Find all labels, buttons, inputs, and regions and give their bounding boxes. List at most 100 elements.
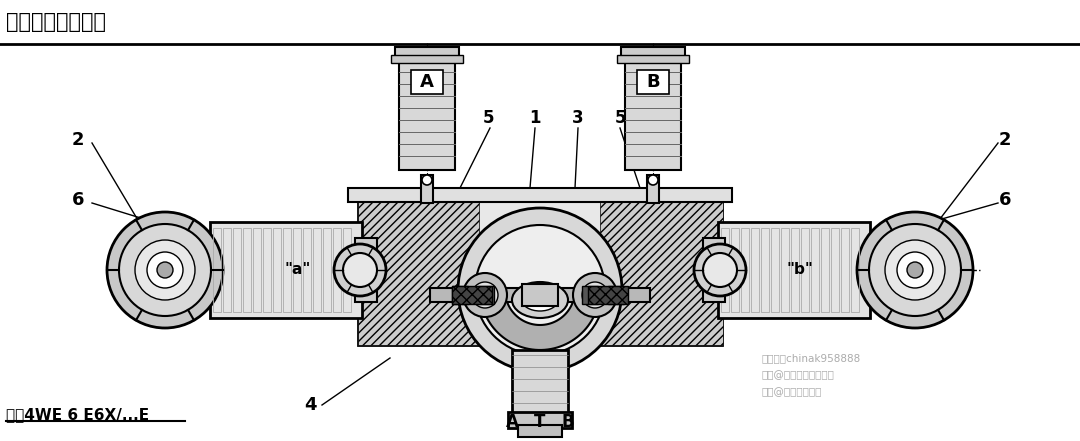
Bar (264, 228, 271, 312)
Circle shape (475, 225, 605, 355)
Bar (518, 425, 562, 437)
Text: 5: 5 (615, 109, 625, 127)
Text: 头条@川哥工控界自媒体: 头条@川哥工控界自媒体 (762, 370, 835, 380)
Text: 3: 3 (572, 109, 584, 127)
Polygon shape (480, 290, 600, 350)
Circle shape (582, 282, 608, 308)
Bar (508, 412, 572, 428)
Bar (522, 284, 558, 306)
Text: B: B (562, 413, 575, 431)
Bar (637, 70, 669, 94)
Bar (213, 228, 221, 312)
Bar (608, 286, 624, 304)
Text: T: T (535, 413, 545, 431)
Bar (625, 55, 681, 170)
Circle shape (107, 212, 222, 328)
Circle shape (648, 175, 658, 185)
Bar (283, 228, 291, 312)
Bar (718, 222, 870, 318)
Bar (731, 228, 739, 312)
Bar (348, 188, 732, 202)
Text: 微信号：chinak958888: 微信号：chinak958888 (762, 353, 861, 363)
Bar (582, 286, 598, 304)
Bar (303, 228, 311, 312)
Bar (253, 228, 261, 312)
Text: 型号4WE 6 E6X/...E: 型号4WE 6 E6X/...E (6, 407, 149, 422)
Circle shape (157, 262, 173, 278)
Bar (411, 70, 443, 94)
Text: 2: 2 (999, 131, 1011, 149)
Circle shape (869, 224, 961, 316)
Text: 2: 2 (71, 131, 84, 149)
Ellipse shape (522, 289, 558, 311)
Bar (512, 350, 568, 415)
Bar (821, 228, 829, 312)
Text: 1: 1 (529, 109, 541, 127)
Circle shape (897, 252, 933, 288)
Bar (243, 228, 251, 312)
Text: 头条@川哥经验笔记: 头条@川哥经验笔记 (762, 387, 822, 397)
Text: 5: 5 (483, 109, 494, 127)
Text: B: B (646, 73, 660, 91)
Bar (333, 228, 341, 312)
Bar (703, 238, 725, 302)
Bar (851, 228, 859, 312)
Text: 功能说明，剖视图: 功能说明，剖视图 (6, 12, 106, 32)
Bar (210, 222, 362, 318)
Text: "b": "b" (786, 262, 813, 277)
Bar (741, 228, 750, 312)
Circle shape (907, 262, 923, 278)
Bar (453, 286, 468, 304)
Text: "a": "a" (285, 262, 311, 277)
Circle shape (463, 273, 507, 317)
Circle shape (334, 244, 386, 296)
Bar (323, 228, 330, 312)
Bar (478, 286, 494, 304)
Circle shape (703, 253, 737, 287)
Text: 6: 6 (999, 191, 1011, 209)
Bar (293, 228, 301, 312)
Circle shape (694, 244, 746, 296)
Bar (761, 228, 769, 312)
Bar (841, 228, 849, 312)
Circle shape (573, 273, 617, 317)
Bar (313, 228, 321, 312)
Circle shape (147, 252, 183, 288)
Bar (811, 228, 819, 312)
Text: A: A (420, 73, 434, 91)
Bar (421, 175, 433, 203)
Bar (273, 228, 281, 312)
Circle shape (458, 208, 622, 372)
Bar (751, 228, 759, 312)
Bar (588, 286, 627, 304)
Bar (430, 288, 650, 302)
Bar (600, 200, 723, 345)
Bar (801, 228, 809, 312)
Bar (355, 238, 377, 302)
Bar (771, 228, 779, 312)
Text: 6: 6 (71, 191, 84, 209)
Circle shape (885, 240, 945, 300)
Text: A: A (505, 413, 518, 431)
Bar (781, 228, 789, 312)
Circle shape (858, 212, 973, 328)
Bar (357, 200, 723, 345)
Bar (357, 200, 480, 345)
Bar (647, 175, 659, 203)
Bar (395, 47, 459, 57)
Bar (721, 228, 729, 312)
Bar (617, 55, 689, 63)
Circle shape (343, 253, 377, 287)
Circle shape (135, 240, 195, 300)
Text: 4: 4 (303, 396, 316, 414)
Bar (791, 228, 799, 312)
Circle shape (119, 224, 211, 316)
Ellipse shape (512, 282, 568, 318)
Bar (399, 55, 455, 170)
Bar (343, 228, 351, 312)
Bar (233, 228, 241, 312)
Circle shape (422, 175, 432, 185)
Bar (222, 228, 231, 312)
Bar (453, 286, 492, 304)
Bar (831, 228, 839, 312)
